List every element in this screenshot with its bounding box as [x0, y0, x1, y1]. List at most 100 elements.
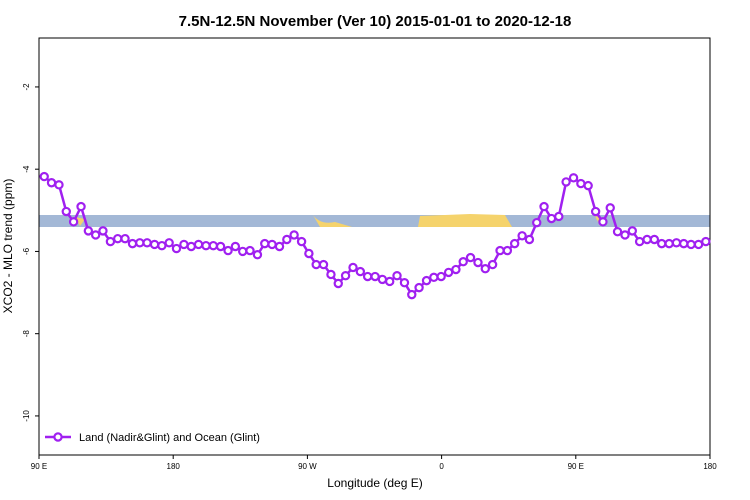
data-point: [282, 234, 292, 245]
data-point: [201, 240, 211, 251]
data-point: [223, 245, 233, 256]
y-tick-label: -2: [22, 83, 31, 91]
legend-marker: [53, 432, 63, 442]
data-point: [274, 241, 285, 252]
data-point: [598, 217, 608, 227]
data-point: [252, 250, 263, 260]
data-point: [76, 201, 86, 212]
data-point: [311, 259, 321, 270]
data-point: [186, 241, 196, 252]
data-point: [576, 178, 586, 189]
data-point: [583, 180, 593, 191]
plot-frame: [38, 37, 711, 456]
data-point: [649, 234, 660, 245]
data-point: [105, 236, 116, 247]
data-point: [385, 276, 395, 287]
data-point: [693, 239, 704, 250]
data-point: [701, 236, 711, 247]
chart-title: 7.5N-12.5N November (Ver 10) 2015-01-01 …: [179, 13, 572, 30]
data-point: [362, 271, 373, 282]
data-point: [568, 173, 579, 183]
data-point: [193, 239, 204, 250]
data-point: [179, 239, 189, 250]
data-point: [539, 201, 549, 212]
data-point: [634, 236, 645, 247]
data-point: [370, 271, 380, 282]
data-point: [421, 275, 432, 286]
data-point: [590, 206, 601, 217]
data-point: [487, 259, 498, 270]
y-tick-label: -6: [22, 247, 31, 255]
x-tick-label: 90 W: [298, 462, 317, 471]
data-point: [171, 243, 182, 254]
data-point: [348, 262, 358, 273]
y-tick-label: -10: [22, 410, 31, 422]
data-point: [509, 238, 520, 249]
data-point: [429, 272, 439, 283]
data-point: [149, 239, 160, 250]
data-point: [340, 270, 351, 281]
data-point: [267, 239, 277, 250]
data-point: [208, 240, 219, 251]
y-axis-label: XCO2 - MLO trend (ppm): [1, 179, 15, 314]
data-point: [333, 278, 343, 289]
x-tick-label: 0: [439, 462, 444, 471]
y-tick-label: -4: [22, 165, 31, 173]
data-point: [502, 245, 513, 256]
data-point: [627, 226, 638, 236]
data-point: [120, 233, 130, 244]
data-point: [679, 238, 689, 249]
data-point: [399, 277, 410, 288]
data-point: [392, 270, 402, 281]
data-point: [620, 230, 630, 240]
data-point: [260, 238, 270, 249]
data-point: [215, 241, 226, 252]
data-point: [671, 238, 682, 248]
data-point: [524, 234, 535, 245]
data-point: [318, 259, 329, 270]
data-point: [436, 271, 446, 282]
data-point: [480, 264, 490, 274]
data-point: [355, 266, 366, 277]
data-point: [245, 245, 255, 256]
data-point: [113, 233, 123, 244]
data-point: [289, 230, 299, 240]
data-point: [377, 274, 388, 285]
data-point: [61, 206, 71, 217]
data-point: [164, 238, 174, 248]
y-tick-label: -8: [22, 330, 31, 338]
data-point: [304, 248, 314, 259]
data-point: [664, 238, 674, 249]
data-point: [473, 257, 483, 268]
data-point: [686, 239, 696, 250]
data-point: [296, 236, 307, 247]
data-point: [407, 289, 417, 300]
data-point: [451, 264, 461, 275]
data-point: [83, 226, 94, 236]
data-point: [46, 178, 57, 188]
data-point: [612, 226, 623, 237]
data-point: [135, 238, 145, 248]
data-point: [157, 240, 167, 251]
data-point: [39, 171, 49, 182]
data-point: [561, 177, 571, 187]
data-point: [546, 213, 557, 224]
land-ocean-strip: [39, 214, 710, 227]
data-point: [54, 180, 64, 190]
data-point: [90, 230, 101, 240]
x-axis-label: Longitude (deg E): [327, 476, 422, 490]
x-tick-label: 180: [167, 462, 181, 471]
data-point: [237, 246, 248, 257]
legend-label: Land (Nadir&Glint) and Ocean (Glint): [79, 432, 260, 444]
x-tick-label: 90 E: [568, 462, 584, 471]
data-point: [326, 269, 336, 280]
x-tick-label: 90 E: [31, 462, 47, 471]
data-point: [458, 257, 468, 267]
data-point: [465, 252, 476, 263]
data-point: [656, 238, 667, 249]
data-point: [127, 238, 138, 249]
data-point: [605, 203, 615, 213]
data-point: [414, 282, 424, 293]
